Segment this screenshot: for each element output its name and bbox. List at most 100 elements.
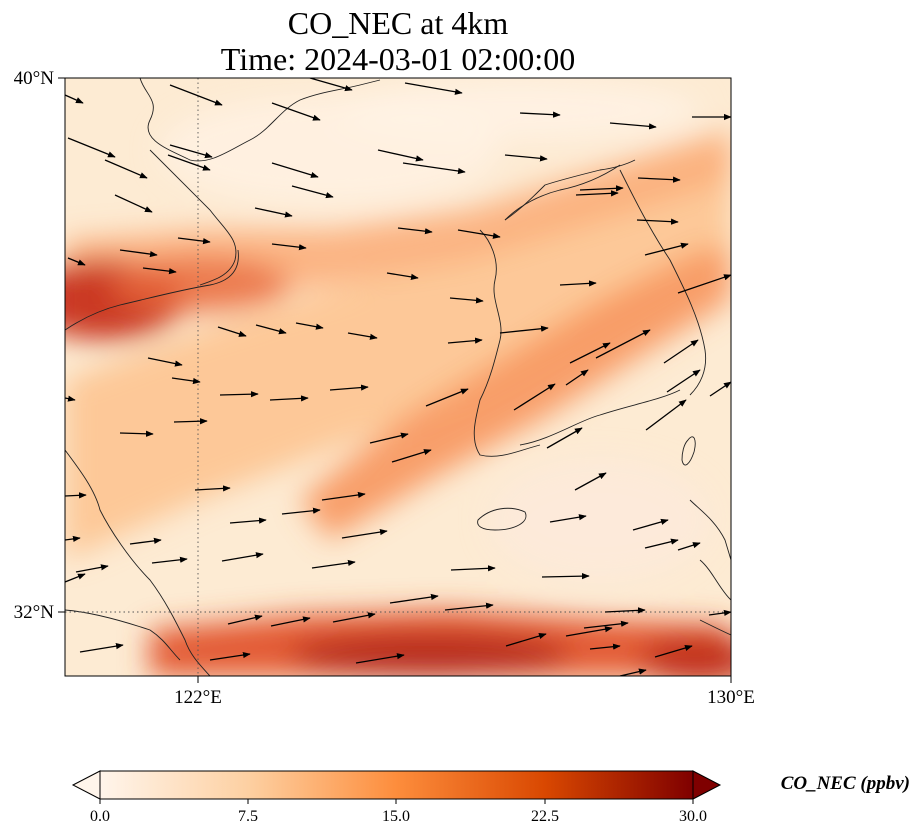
- wind-arrow: [513, 383, 556, 411]
- jeju-island: [477, 507, 527, 531]
- wind-arrow: [271, 102, 321, 121]
- wind-arrow: [65, 573, 86, 583]
- wind-arrow: [377, 149, 424, 162]
- wind-arrow: [271, 162, 319, 178]
- lon-tick-122: 122°E: [174, 687, 222, 708]
- wind-arrow: [589, 643, 621, 650]
- map-panel: [65, 78, 731, 676]
- wind-arrow: [254, 207, 293, 218]
- wind-arrow: [504, 154, 548, 162]
- china-korea-border: [504, 159, 636, 221]
- colorbar-extend-max: [692, 770, 722, 800]
- wind-arrow: [171, 377, 201, 385]
- japan-kyushu: [689, 499, 731, 601]
- wind-arrow: [209, 651, 251, 661]
- colorbar-label: CO_NEC (ppbv): [781, 773, 910, 794]
- wind-arrow: [644, 538, 679, 549]
- wind-arrow: [255, 324, 287, 335]
- korea-south-coast: [519, 389, 681, 446]
- wind-arrow: [65, 395, 76, 402]
- wind-arrow: [449, 297, 484, 304]
- wind-arrow: [332, 612, 376, 623]
- gridlines: [65, 78, 731, 676]
- wind-arrow: [291, 185, 334, 199]
- colorbar-tick-1: 7.5: [238, 808, 258, 825]
- wind-arrow: [579, 185, 624, 192]
- wind-arrow: [65, 492, 87, 499]
- lon-tick-130: 130°E: [707, 687, 755, 708]
- wind-arrow: [119, 249, 158, 258]
- wind-arrow: [341, 528, 388, 539]
- wind-arrow: [119, 430, 154, 437]
- colorbar: 0.0 7.5 15.0 22.5 30.0 CO_NEC (ppbv): [71, 770, 910, 825]
- wind-arrow: [129, 537, 162, 545]
- colorbar-tick-0: 0.0: [90, 808, 110, 825]
- wind-arrow: [519, 111, 561, 118]
- tsushima: [681, 436, 696, 466]
- wind-arrow: [637, 176, 681, 183]
- japan-honshu: [699, 619, 731, 636]
- wind-arrow: [583, 620, 629, 629]
- wind-arrow: [402, 162, 466, 175]
- wind-arrow: [329, 384, 369, 391]
- wind-arrow: [221, 552, 264, 562]
- wind-arrow: [595, 329, 651, 359]
- wind-arrow: [194, 485, 231, 492]
- wind-arrow: [546, 427, 583, 449]
- wind-arrow: [65, 94, 84, 104]
- colorbar-tick-4: 30.0: [679, 808, 707, 825]
- shandong-coast: [65, 249, 239, 331]
- wind-arrow: [574, 472, 607, 491]
- concentration-field: [65, 80, 731, 676]
- wind-arrow: [321, 491, 366, 501]
- wind-arrow: [67, 257, 86, 266]
- wind-arrow: [355, 653, 405, 664]
- wind-arrow: [632, 518, 669, 531]
- wind-arrow: [79, 643, 124, 653]
- wind-arrow: [167, 154, 211, 171]
- wind-arrow: [169, 84, 223, 106]
- map-frame: [64, 77, 732, 677]
- wind-arrow: [295, 322, 324, 330]
- wind-arrow: [575, 190, 619, 197]
- wind-arrow: [271, 243, 307, 251]
- lat-tick-32: 32°N: [14, 602, 55, 623]
- axis-ticks: [58, 77, 732, 683]
- wind-arrow: [309, 78, 353, 92]
- wind-arrow: [270, 616, 311, 627]
- wind-arrow: [169, 144, 213, 159]
- wind-arrow: [281, 507, 321, 515]
- wind-arrow: [65, 535, 81, 543]
- wind-arrow: [450, 565, 496, 572]
- liaodong-coast: [139, 78, 381, 162]
- liaodong-peninsula: [149, 149, 237, 286]
- wind-arrow: [151, 556, 188, 564]
- wind-arrow: [142, 267, 177, 275]
- wind-arrow: [229, 517, 267, 524]
- korea-west-coast: [473, 229, 541, 457]
- wind-arrow: [227, 614, 263, 625]
- wind-arrow: [173, 418, 208, 425]
- coastlines: [65, 78, 731, 676]
- colorbar-tick-3: 22.5: [531, 808, 559, 825]
- korea-north-coast: [504, 164, 621, 221]
- wind-arrow: [565, 369, 589, 386]
- wind-arrow: [565, 626, 613, 637]
- wind-vectors: [65, 78, 731, 676]
- wind-arrow: [347, 332, 378, 340]
- wind-arrow: [217, 326, 247, 337]
- wind-arrow: [447, 337, 483, 344]
- wind-arrow: [391, 449, 432, 463]
- wind-arrow: [666, 369, 701, 393]
- wind-arrow: [677, 274, 731, 294]
- yangtze-estuary: [65, 609, 181, 661]
- wind-arrow: [663, 339, 699, 364]
- map-title-line2: Time: 2024-03-01 02:00:00: [221, 41, 575, 77]
- wind-arrow: [677, 542, 701, 551]
- wind-arrow: [636, 218, 679, 225]
- wind-arrow: [177, 237, 211, 245]
- wind-arrow: [269, 395, 309, 402]
- wind-arrow: [569, 342, 611, 364]
- colorbar-tick-2: 15.0: [382, 808, 410, 825]
